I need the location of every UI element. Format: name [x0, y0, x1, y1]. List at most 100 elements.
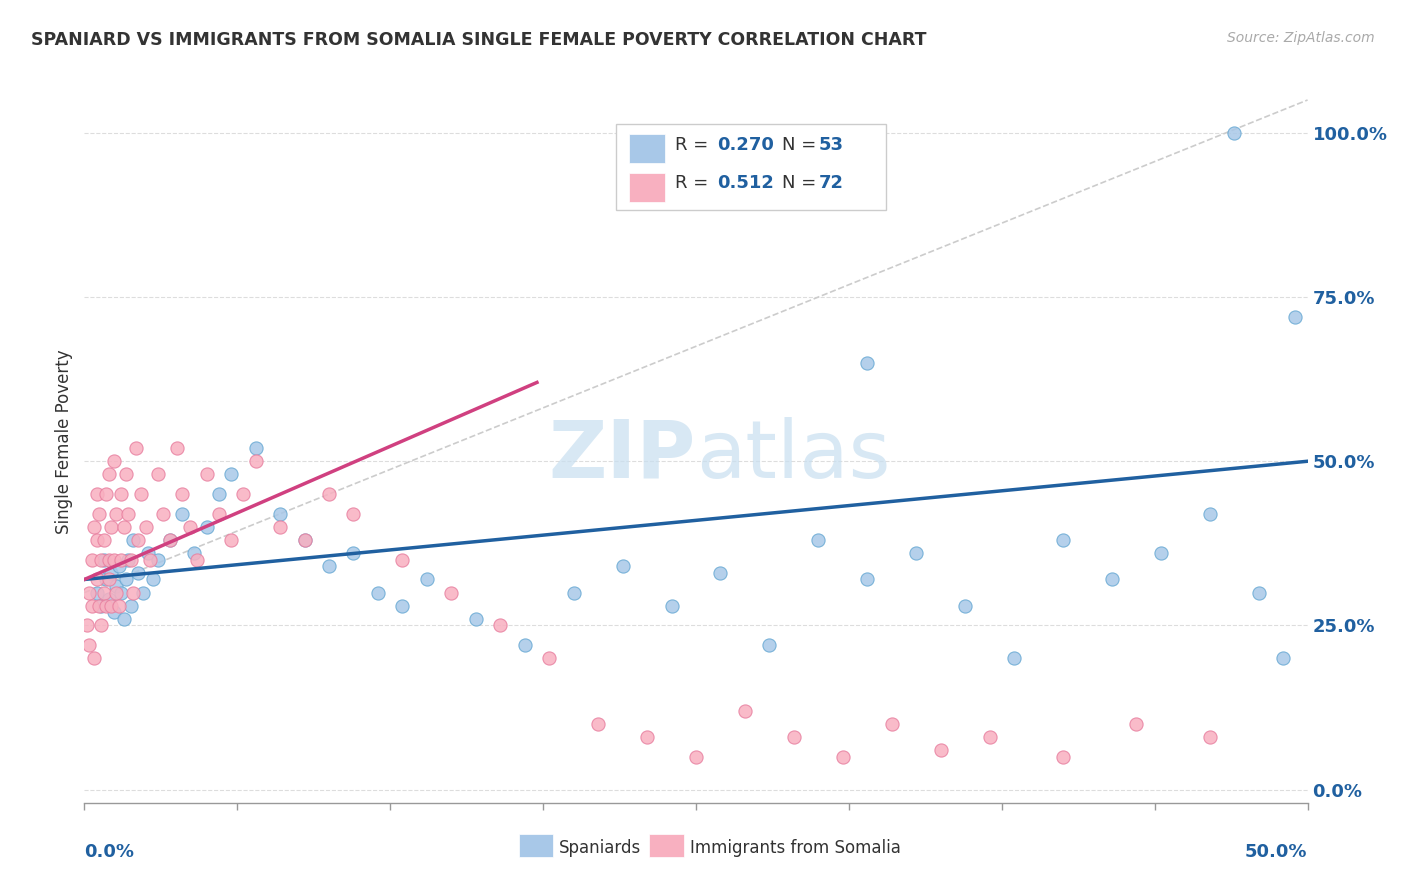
Point — [93, 585, 115, 599]
Point — [110, 585, 132, 599]
Point — [953, 599, 976, 613]
Point — [464, 612, 486, 626]
Point — [80, 599, 103, 613]
Point — [342, 507, 364, 521]
Point — [734, 704, 756, 718]
Point — [122, 585, 145, 599]
Point — [97, 553, 120, 567]
Point — [219, 467, 242, 482]
Point — [83, 520, 105, 534]
Point — [1247, 585, 1270, 599]
Point — [391, 599, 413, 613]
FancyBboxPatch shape — [519, 834, 553, 857]
Point — [269, 520, 291, 534]
Text: 72: 72 — [818, 174, 844, 192]
Point — [146, 553, 169, 567]
Point — [186, 553, 208, 567]
Point — [416, 573, 439, 587]
Point — [115, 573, 138, 587]
Point — [107, 599, 129, 613]
Point — [125, 441, 148, 455]
Point — [146, 467, 169, 482]
Point — [166, 441, 188, 455]
Point — [110, 487, 132, 501]
Text: atlas: atlas — [696, 417, 890, 495]
Point — [807, 533, 830, 547]
Point — [90, 618, 112, 632]
Point — [232, 487, 254, 501]
Point — [77, 638, 100, 652]
Point — [97, 592, 120, 607]
Point — [97, 467, 120, 482]
Text: ZIP: ZIP — [548, 417, 696, 495]
Point — [103, 605, 125, 619]
Point — [758, 638, 780, 652]
Point — [1101, 573, 1123, 587]
Point — [77, 585, 100, 599]
Point — [219, 533, 242, 547]
Point — [179, 520, 201, 534]
Point — [1052, 533, 1074, 547]
FancyBboxPatch shape — [650, 834, 683, 857]
Text: 0.0%: 0.0% — [84, 843, 135, 861]
Point — [685, 749, 707, 764]
Point — [342, 546, 364, 560]
Point — [100, 599, 122, 613]
Point — [120, 599, 142, 613]
FancyBboxPatch shape — [628, 173, 665, 202]
Point — [661, 599, 683, 613]
Point — [115, 467, 138, 482]
Point — [103, 553, 125, 567]
Text: 0.270: 0.270 — [717, 136, 773, 154]
Text: Immigrants from Somalia: Immigrants from Somalia — [690, 838, 901, 857]
Point — [440, 585, 463, 599]
Point — [245, 454, 267, 468]
Point — [636, 730, 658, 744]
Point — [97, 573, 120, 587]
Point — [489, 618, 512, 632]
Point — [269, 507, 291, 521]
Point — [80, 553, 103, 567]
Point — [1125, 717, 1147, 731]
Text: 50.0%: 50.0% — [1246, 843, 1308, 861]
Point — [100, 520, 122, 534]
Point — [76, 618, 98, 632]
Point — [318, 559, 340, 574]
Point — [129, 487, 152, 501]
Point — [172, 487, 194, 501]
FancyBboxPatch shape — [628, 135, 665, 163]
Point — [142, 573, 165, 587]
Point — [105, 579, 128, 593]
Point — [86, 573, 108, 587]
Point — [136, 546, 159, 560]
Point — [318, 487, 340, 501]
Point — [86, 533, 108, 547]
Point — [294, 533, 316, 547]
Point — [183, 546, 205, 560]
Point — [103, 454, 125, 468]
Point — [96, 599, 118, 613]
Point — [880, 717, 903, 731]
Point — [586, 717, 609, 731]
Point — [86, 487, 108, 501]
Point — [105, 507, 128, 521]
Point — [135, 520, 157, 534]
Point — [1272, 651, 1295, 665]
Point — [831, 749, 853, 764]
Point — [107, 559, 129, 574]
Point — [245, 441, 267, 455]
Point — [139, 553, 162, 567]
Point — [1198, 730, 1220, 744]
Text: N =: N = — [782, 174, 821, 192]
Point — [294, 533, 316, 547]
Point — [96, 573, 118, 587]
Point — [929, 743, 952, 757]
Point — [86, 585, 108, 599]
Point — [112, 612, 135, 626]
Text: R =: R = — [675, 136, 714, 154]
Y-axis label: Single Female Poverty: Single Female Poverty — [55, 350, 73, 533]
Point — [127, 566, 149, 580]
Point — [90, 599, 112, 613]
Point — [856, 573, 879, 587]
Point — [105, 585, 128, 599]
